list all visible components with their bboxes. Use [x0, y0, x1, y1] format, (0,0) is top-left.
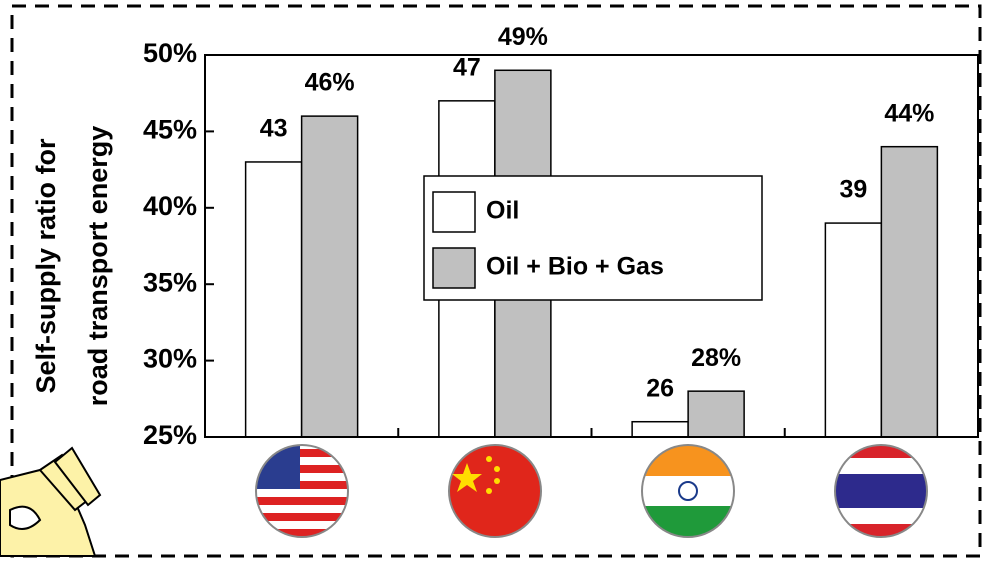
hand-icon: [0, 446, 102, 557]
y-tick-label: 45%: [143, 115, 197, 145]
value-label: 43: [260, 115, 288, 143]
flag-thailand: [834, 444, 928, 538]
plot-frame: [204, 54, 979, 438]
legend-label: Oil + Bio + Gas: [486, 253, 664, 281]
value-label: 47: [453, 53, 481, 81]
legend-box: [423, 175, 763, 301]
y-tick-label: 50%: [143, 38, 197, 68]
flag-india: [641, 444, 735, 538]
flag-usa: [255, 444, 349, 538]
y-axis-label: Self-supply ratio for: [31, 138, 61, 394]
y-tick-label: 25%: [143, 420, 197, 450]
value-label: 26: [646, 374, 674, 402]
flag-china: [448, 444, 542, 538]
y-tick-label: 40%: [143, 191, 197, 221]
page-border: [10, 4, 982, 558]
bar: [631, 420, 689, 438]
value-label: 46%: [305, 69, 355, 97]
value-label: 44%: [884, 99, 934, 127]
value-label: 49%: [498, 23, 548, 51]
legend-swatch: [432, 247, 476, 289]
legend-swatch: [432, 191, 476, 233]
bar: [687, 390, 745, 438]
y-axis-label: road transport energy: [83, 126, 113, 407]
y-tick-label: 35%: [143, 267, 197, 297]
bar: [300, 115, 359, 438]
bar: [824, 222, 883, 438]
value-label: 39: [839, 176, 867, 204]
y-tick-label: 30%: [143, 344, 197, 374]
value-label: 28%: [691, 344, 741, 372]
bar: [244, 161, 303, 438]
legend-label: Oil: [486, 197, 519, 225]
bar: [880, 145, 939, 438]
